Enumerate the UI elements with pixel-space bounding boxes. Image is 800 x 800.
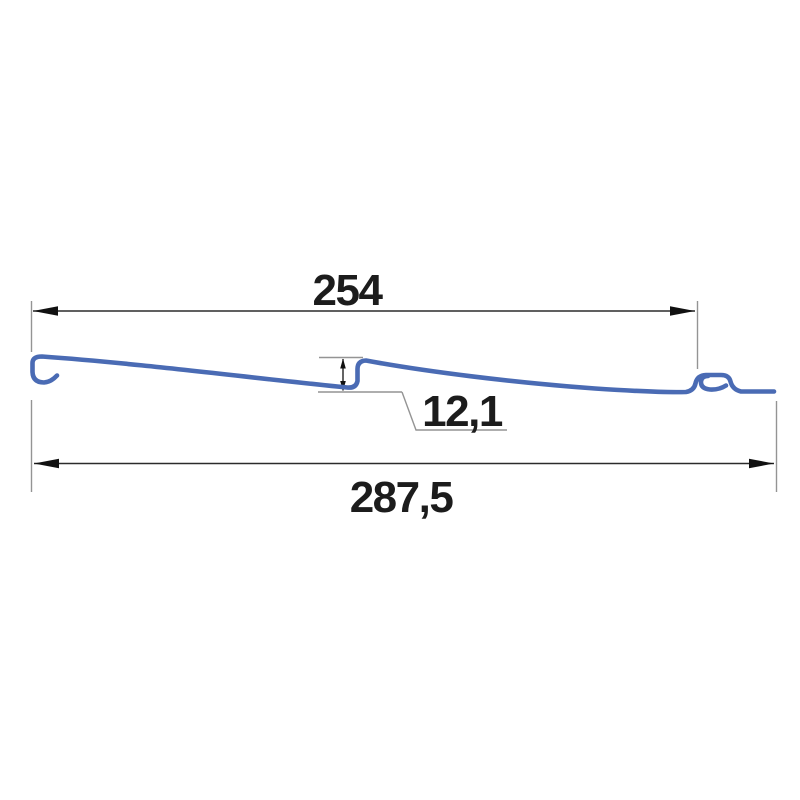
step-dimension-value: 12,1 [422, 387, 503, 436]
bottom-dim-arrowhead-right-icon [749, 458, 774, 469]
profile-outline [30, 354, 777, 395]
bottom-dimension: 287,5 [34, 458, 774, 522]
step-leader-line [401, 391, 507, 431]
profile-lock-inner-hook [698, 373, 729, 392]
step-dim-arrowhead-up-icon [340, 358, 346, 369]
extension-lines [30, 301, 778, 492]
siding-profile [30, 354, 777, 395]
top-dim-arrowhead-right-icon [670, 306, 695, 316]
top-dim-arrowhead-left-icon [33, 306, 58, 316]
top-dimension: 254 [33, 266, 695, 316]
bottom-dimension-value: 287,5 [350, 473, 454, 522]
top-dimension-value: 254 [313, 266, 384, 315]
bottom-dim-arrowhead-left-icon [34, 458, 59, 469]
